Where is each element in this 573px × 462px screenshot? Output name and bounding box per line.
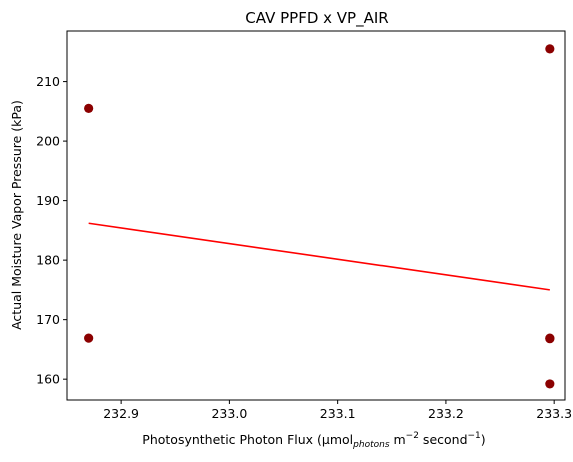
y-tick-label: 200 xyxy=(36,134,60,149)
points-layer xyxy=(84,44,555,389)
x-axis-title-end: ) xyxy=(481,432,486,447)
y-axis: 160 170 180 190 200 210 xyxy=(36,74,67,387)
x-axis-title-sup1: −2 xyxy=(406,431,419,441)
x-tick-label: 233.3 xyxy=(536,406,572,421)
data-point xyxy=(545,334,555,344)
x-tick-label: 233.2 xyxy=(428,406,464,421)
x-axis-title-mid1: m xyxy=(390,432,406,447)
trendline xyxy=(88,222,550,291)
trendline-layer xyxy=(88,222,550,291)
plot-frame xyxy=(66,30,566,401)
x-axis-title-sub: photons xyxy=(352,440,390,450)
data-point xyxy=(84,103,94,113)
y-tick-label: 170 xyxy=(36,312,60,327)
y-tick-label: 210 xyxy=(36,74,60,89)
chart-title: CAV PPFD x VP_AIR xyxy=(245,9,388,28)
y-tick-label: 160 xyxy=(36,372,60,387)
x-axis-title: Photosynthetic Photon Flux (μmolphotons … xyxy=(142,431,485,450)
x-tick-label: 233.1 xyxy=(320,406,356,421)
x-tick-label: 232.9 xyxy=(103,406,139,421)
y-tick-label: 180 xyxy=(36,253,60,268)
y-axis-title: Actual Moisture Vapor Pressure (kPa) xyxy=(9,100,24,330)
data-point xyxy=(545,44,555,54)
data-point xyxy=(84,333,94,343)
x-axis: 232.9 233.0 233.1 233.2 233.3 xyxy=(103,400,572,421)
x-axis-title-base: Photosynthetic Photon Flux (μmol xyxy=(142,432,353,447)
y-tick-label: 190 xyxy=(36,193,60,208)
x-axis-title-mid2: second xyxy=(419,432,468,447)
x-tick-label: 233.0 xyxy=(211,406,247,421)
x-axis-title-sup2: −1 xyxy=(468,431,481,441)
data-point xyxy=(545,379,555,389)
